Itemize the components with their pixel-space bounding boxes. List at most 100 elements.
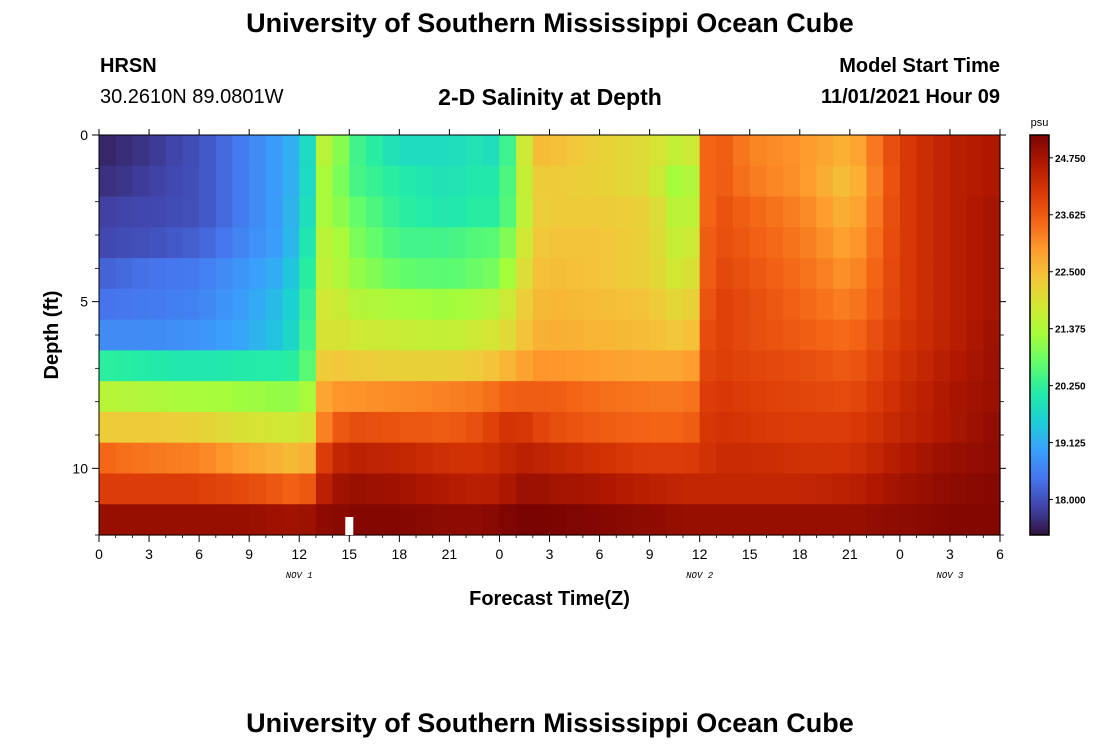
x-tick-label: 3	[546, 546, 554, 562]
heatmap-cell	[749, 442, 768, 475]
heatmap-cell	[616, 411, 634, 444]
heatmap-cell	[265, 504, 284, 536]
heatmap-cell	[165, 196, 184, 228]
heatmap-cell	[866, 350, 884, 382]
heatmap-cell	[883, 381, 901, 413]
heatmap-cell	[883, 411, 901, 444]
heatmap-cell	[666, 196, 684, 228]
heatmap-cell	[365, 258, 384, 290]
heatmap-cell	[783, 135, 801, 167]
heatmap-cell	[666, 227, 684, 259]
heatmap-cell	[466, 135, 484, 167]
heatmap-cell	[382, 411, 400, 444]
heatmap-cell	[482, 381, 501, 413]
heatmap-cell	[632, 165, 651, 198]
heatmap-cell	[482, 196, 501, 228]
heatmap-cell	[165, 227, 184, 259]
heatmap-cell	[482, 442, 501, 475]
heatmap-cell	[783, 319, 801, 351]
heatmap-cell	[649, 135, 667, 167]
colorbar-tick-label: 20.250	[1055, 382, 1086, 393]
heatmap-cell	[115, 135, 133, 167]
heatmap-cell	[749, 227, 768, 259]
heatmap-cell	[799, 258, 818, 290]
heatmap-cell	[966, 411, 984, 444]
heatmap-cell	[99, 227, 117, 259]
heatmap-cell	[816, 319, 834, 351]
heatmap-cell	[215, 350, 234, 382]
heatmap-cell	[916, 473, 934, 505]
heatmap-cell	[349, 381, 367, 413]
heatmap-cell	[649, 350, 667, 382]
heatmap-cell	[916, 196, 934, 228]
heatmap-cell	[349, 411, 367, 444]
heatmap-cell	[432, 258, 450, 290]
x-tick-label: 9	[646, 546, 654, 562]
x-tick-label: 0	[496, 546, 504, 562]
heatmap-cell	[315, 165, 334, 198]
heatmap-cell	[749, 288, 768, 321]
heatmap-cell	[849, 258, 868, 290]
heatmap-cell	[866, 288, 884, 321]
heatmap-cell	[883, 473, 901, 505]
heatmap-cell	[416, 411, 434, 444]
heatmap-cell	[132, 350, 150, 382]
heatmap-cell	[249, 227, 267, 259]
heatmap-cell	[716, 442, 734, 475]
heatmap-cell	[749, 504, 768, 536]
heatmap-cell	[182, 288, 200, 321]
heatmap-cell	[182, 442, 200, 475]
heatmap-cell	[449, 442, 467, 475]
x-tick-label: 15	[341, 546, 357, 562]
heatmap-cell	[99, 381, 117, 413]
heatmap-cell	[182, 165, 200, 198]
heatmap-cell	[949, 227, 968, 259]
heatmap-cell	[582, 442, 601, 475]
heatmap-cell	[332, 411, 350, 444]
heatmap-cell	[866, 442, 884, 475]
heatmap-cell	[699, 381, 717, 413]
heatmap-cell	[215, 258, 234, 290]
heatmap-cell	[833, 288, 851, 321]
heatmap-cell	[849, 227, 868, 259]
heatmap-cell	[299, 411, 317, 444]
current-time-marker	[345, 517, 354, 535]
heatmap-cell	[549, 473, 567, 505]
heatmap-cell	[199, 473, 217, 505]
heatmap-cell	[315, 196, 334, 228]
heatmap-cell	[916, 165, 934, 198]
heatmap-cell	[733, 227, 751, 259]
heatmap-cell	[682, 442, 701, 475]
heatmap-cell	[165, 350, 184, 382]
heatmap-cell	[716, 227, 734, 259]
heatmap-cell	[132, 473, 150, 505]
heatmap-cell	[482, 165, 501, 198]
heatmap-cell	[566, 504, 584, 536]
heatmap-cell	[165, 258, 184, 290]
heatmap-cell	[532, 504, 551, 536]
heatmap-cell	[499, 258, 517, 290]
heatmap-cell	[666, 350, 684, 382]
heatmap-cell	[315, 411, 334, 444]
heatmap-cell	[132, 319, 150, 351]
heatmap-cell	[332, 381, 350, 413]
heatmap-cell	[799, 196, 818, 228]
heatmap-cell	[432, 473, 450, 505]
heatmap-cell	[599, 258, 617, 290]
heatmap-cell	[315, 473, 334, 505]
heatmap-cell	[649, 258, 667, 290]
date-labels: NOV 1 NOV 2 NOV 3	[286, 571, 964, 581]
heatmap-cell	[165, 165, 184, 198]
heatmap-cell	[282, 165, 300, 198]
heatmap-cell	[165, 504, 184, 536]
heatmap-cell	[582, 196, 601, 228]
heatmap-cell	[132, 196, 150, 228]
heatmap-cell	[733, 473, 751, 505]
colorbar-tick-label: 22.500	[1055, 268, 1086, 279]
heatmap-cell	[899, 227, 918, 259]
heatmap-cell	[199, 350, 217, 382]
heatmap-cell	[532, 165, 551, 198]
heatmap-cell	[382, 165, 400, 198]
heatmap-cell	[416, 258, 434, 290]
colorbar-tick-label: 24.750	[1055, 154, 1086, 165]
